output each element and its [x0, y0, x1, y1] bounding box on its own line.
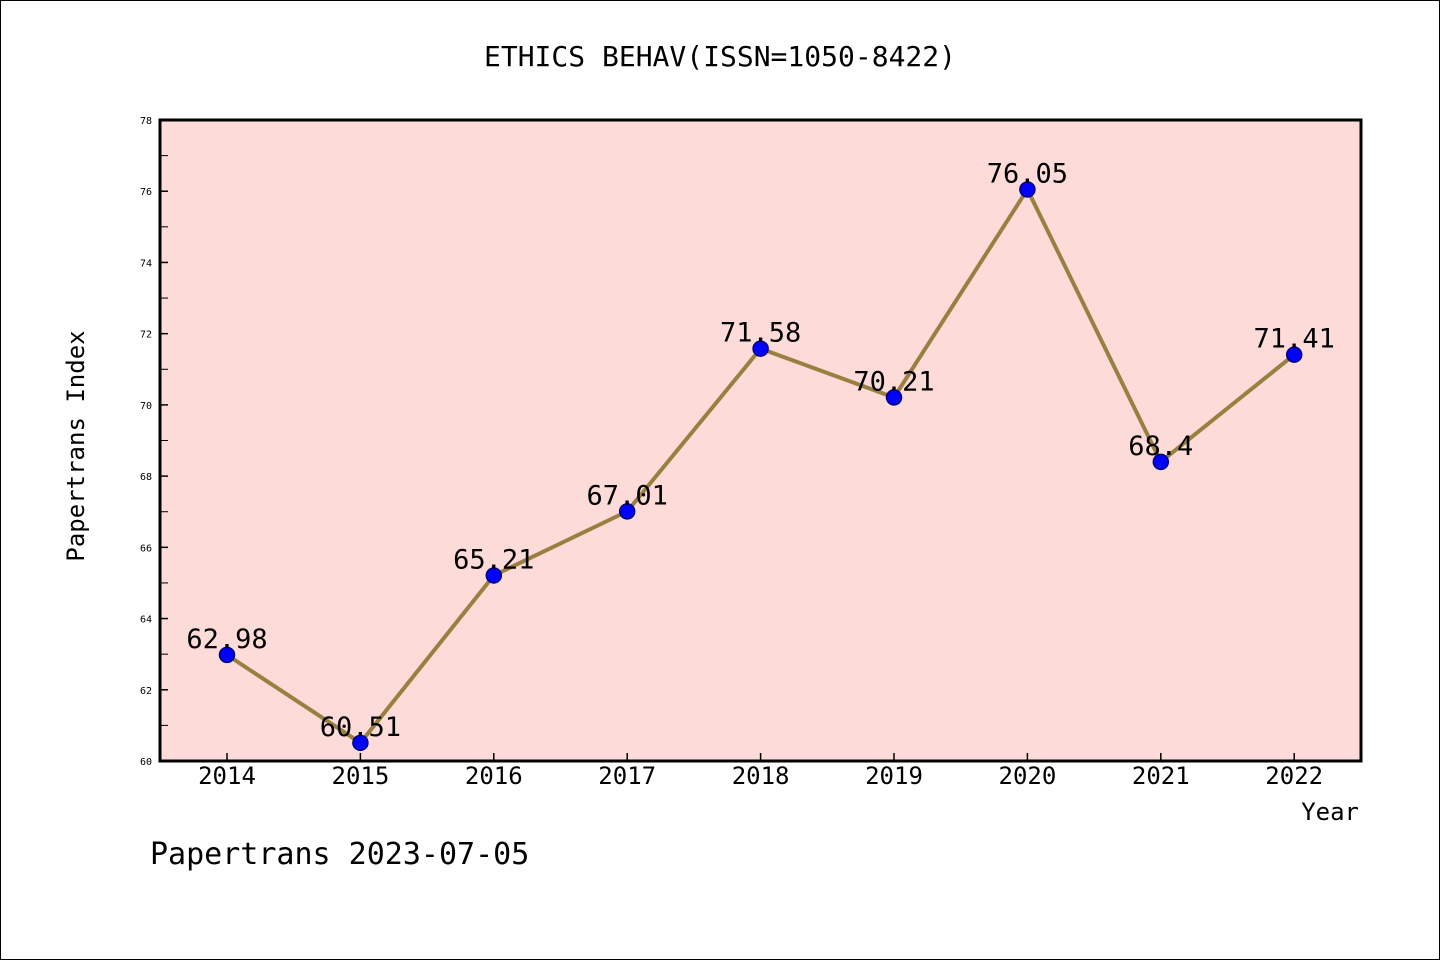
series-markers — [218, 181, 1303, 752]
y-tick-label: 74 — [140, 258, 152, 269]
data-label: 62.98 — [186, 624, 267, 655]
data-point — [618, 503, 636, 520]
x-tick-label: 2018 — [732, 762, 790, 790]
x-tick-label: 2019 — [865, 762, 923, 790]
data-point — [1019, 181, 1036, 198]
y-tick-label: 62 — [140, 686, 152, 697]
data-point — [218, 646, 236, 664]
data-labels: 62.98 60.51 65.21 67.01 71.58 70.21 76.05 68.4 7… — [186, 158, 1334, 742]
chart-title: ETHICS BEHAV(ISSN=1050-8422) — [484, 40, 956, 73]
y-axis-label: Papertrans Index — [62, 330, 90, 561]
x-axis-label: Year — [1301, 798, 1359, 826]
y-tick-label: 78 — [140, 116, 152, 127]
y-tick-label: 68 — [140, 472, 152, 483]
x-axis: 2014 2015 2016 2017 2018 2019 2020 2021 2022 — [198, 753, 1323, 790]
data-point — [1285, 346, 1303, 363]
y-tick-label: 76 — [140, 187, 152, 198]
plot-area — [160, 120, 1361, 761]
data-label: 71.41 — [1254, 324, 1335, 355]
footer-note: Papertrans 2023-07-05 — [150, 837, 529, 872]
data-label: 60.51 — [320, 712, 401, 743]
x-tick-label: 2021 — [1132, 762, 1190, 790]
y-tick-label: 72 — [140, 330, 152, 341]
data-label: 70.21 — [853, 366, 934, 397]
y-tick-label: 64 — [140, 615, 152, 626]
data-label: 71.58 — [720, 318, 801, 349]
x-tick-label: 2022 — [1265, 762, 1323, 790]
data-label: 67.01 — [587, 480, 668, 511]
y-tick-label: 70 — [140, 401, 152, 412]
data-point — [1152, 453, 1170, 471]
x-tick-label: 2020 — [999, 762, 1057, 790]
y-tick-label: 66 — [140, 543, 152, 554]
data-label: 65.21 — [453, 544, 534, 575]
data-label: 76.05 — [987, 158, 1068, 189]
x-tick-label: 2014 — [198, 762, 256, 790]
data-label: 68.4 — [1128, 431, 1193, 462]
data-point — [352, 734, 369, 752]
x-tick-label: 2016 — [465, 762, 523, 790]
data-point — [885, 389, 903, 406]
data-point — [485, 567, 503, 584]
plot-border — [158, 118, 1363, 763]
x-tick-label: 2017 — [598, 762, 656, 790]
x-tick-label: 2015 — [332, 762, 390, 790]
data-point — [752, 340, 769, 357]
y-tick-label: 60 — [140, 757, 152, 768]
